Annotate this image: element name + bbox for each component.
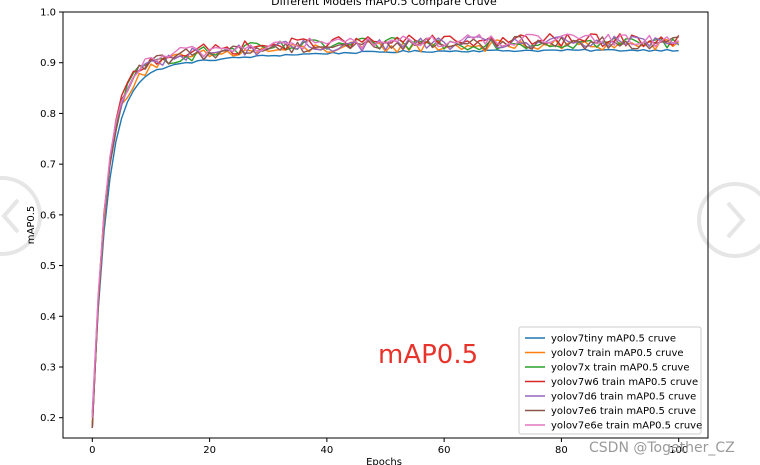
x-tick-label: 40: [320, 445, 333, 456]
legend: yolov7tiny mAP0.5 cruve yolov7 train mAP0…: [518, 326, 702, 435]
y-tick-label: 0.6: [40, 210, 56, 221]
x-tick-label: 60: [438, 445, 451, 456]
y-tick-label: 0.9: [40, 58, 56, 69]
legend-label: yolov7tiny mAP0.5 cruve: [551, 334, 676, 345]
legend-label: yolov7d6 train mAP0.5 cruve: [551, 392, 696, 403]
legend-label: yolov7x train mAP0.5 cruve: [551, 363, 689, 374]
y-tick-label: 0.2: [40, 413, 56, 424]
y-axis-ticks: 0.2 0.3 0.4 0.5 0.6 0.7 0.8 0.9 1.0: [40, 8, 63, 424]
x-tick-label: 20: [203, 445, 216, 456]
y-tick-label: 0.5: [40, 261, 56, 272]
y-tick-label: 0.4: [40, 312, 56, 323]
legend-label: yolov7w6 train mAP0.5 cruve: [551, 377, 698, 388]
plot-frame: [62, 11, 709, 439]
chart-title: Different Models mAP0.5 Compare Cruve: [271, 0, 497, 8]
next-arrow-icon[interactable]: [697, 182, 760, 258]
plot-area: [62, 11, 709, 439]
watermark: CSDN @Together_CZ: [589, 440, 735, 456]
series-line: [91, 33, 680, 418]
x-axis-label: Epochs: [366, 457, 402, 465]
y-axis-label: mAP0.5: [26, 206, 37, 245]
x-tick-label: 80: [555, 445, 568, 456]
legend-box: [518, 326, 702, 435]
legend-label: yolov7e6 train mAP0.5 cruve: [551, 406, 696, 417]
map-annotation: mAP0.5: [378, 340, 478, 370]
x-axis-ticks: 0 20 40 60 80 100: [89, 438, 688, 456]
y-tick-label: 1.0: [40, 8, 56, 19]
y-tick-label: 0.7: [40, 160, 56, 171]
y-tick-label: 0.3: [40, 363, 56, 374]
x-tick-label: 0: [89, 445, 95, 456]
prev-arrow-icon[interactable]: [0, 176, 42, 256]
legend-label: yolov7e6e train mAP0.5 cruve: [551, 421, 702, 432]
x-tick-label: 100: [669, 445, 688, 456]
y-tick-label: 0.8: [40, 109, 56, 120]
legend-label: yolov7 train mAP0.5 cruve: [551, 348, 684, 359]
series-layer: [91, 33, 680, 428]
series-line: [91, 35, 679, 428]
